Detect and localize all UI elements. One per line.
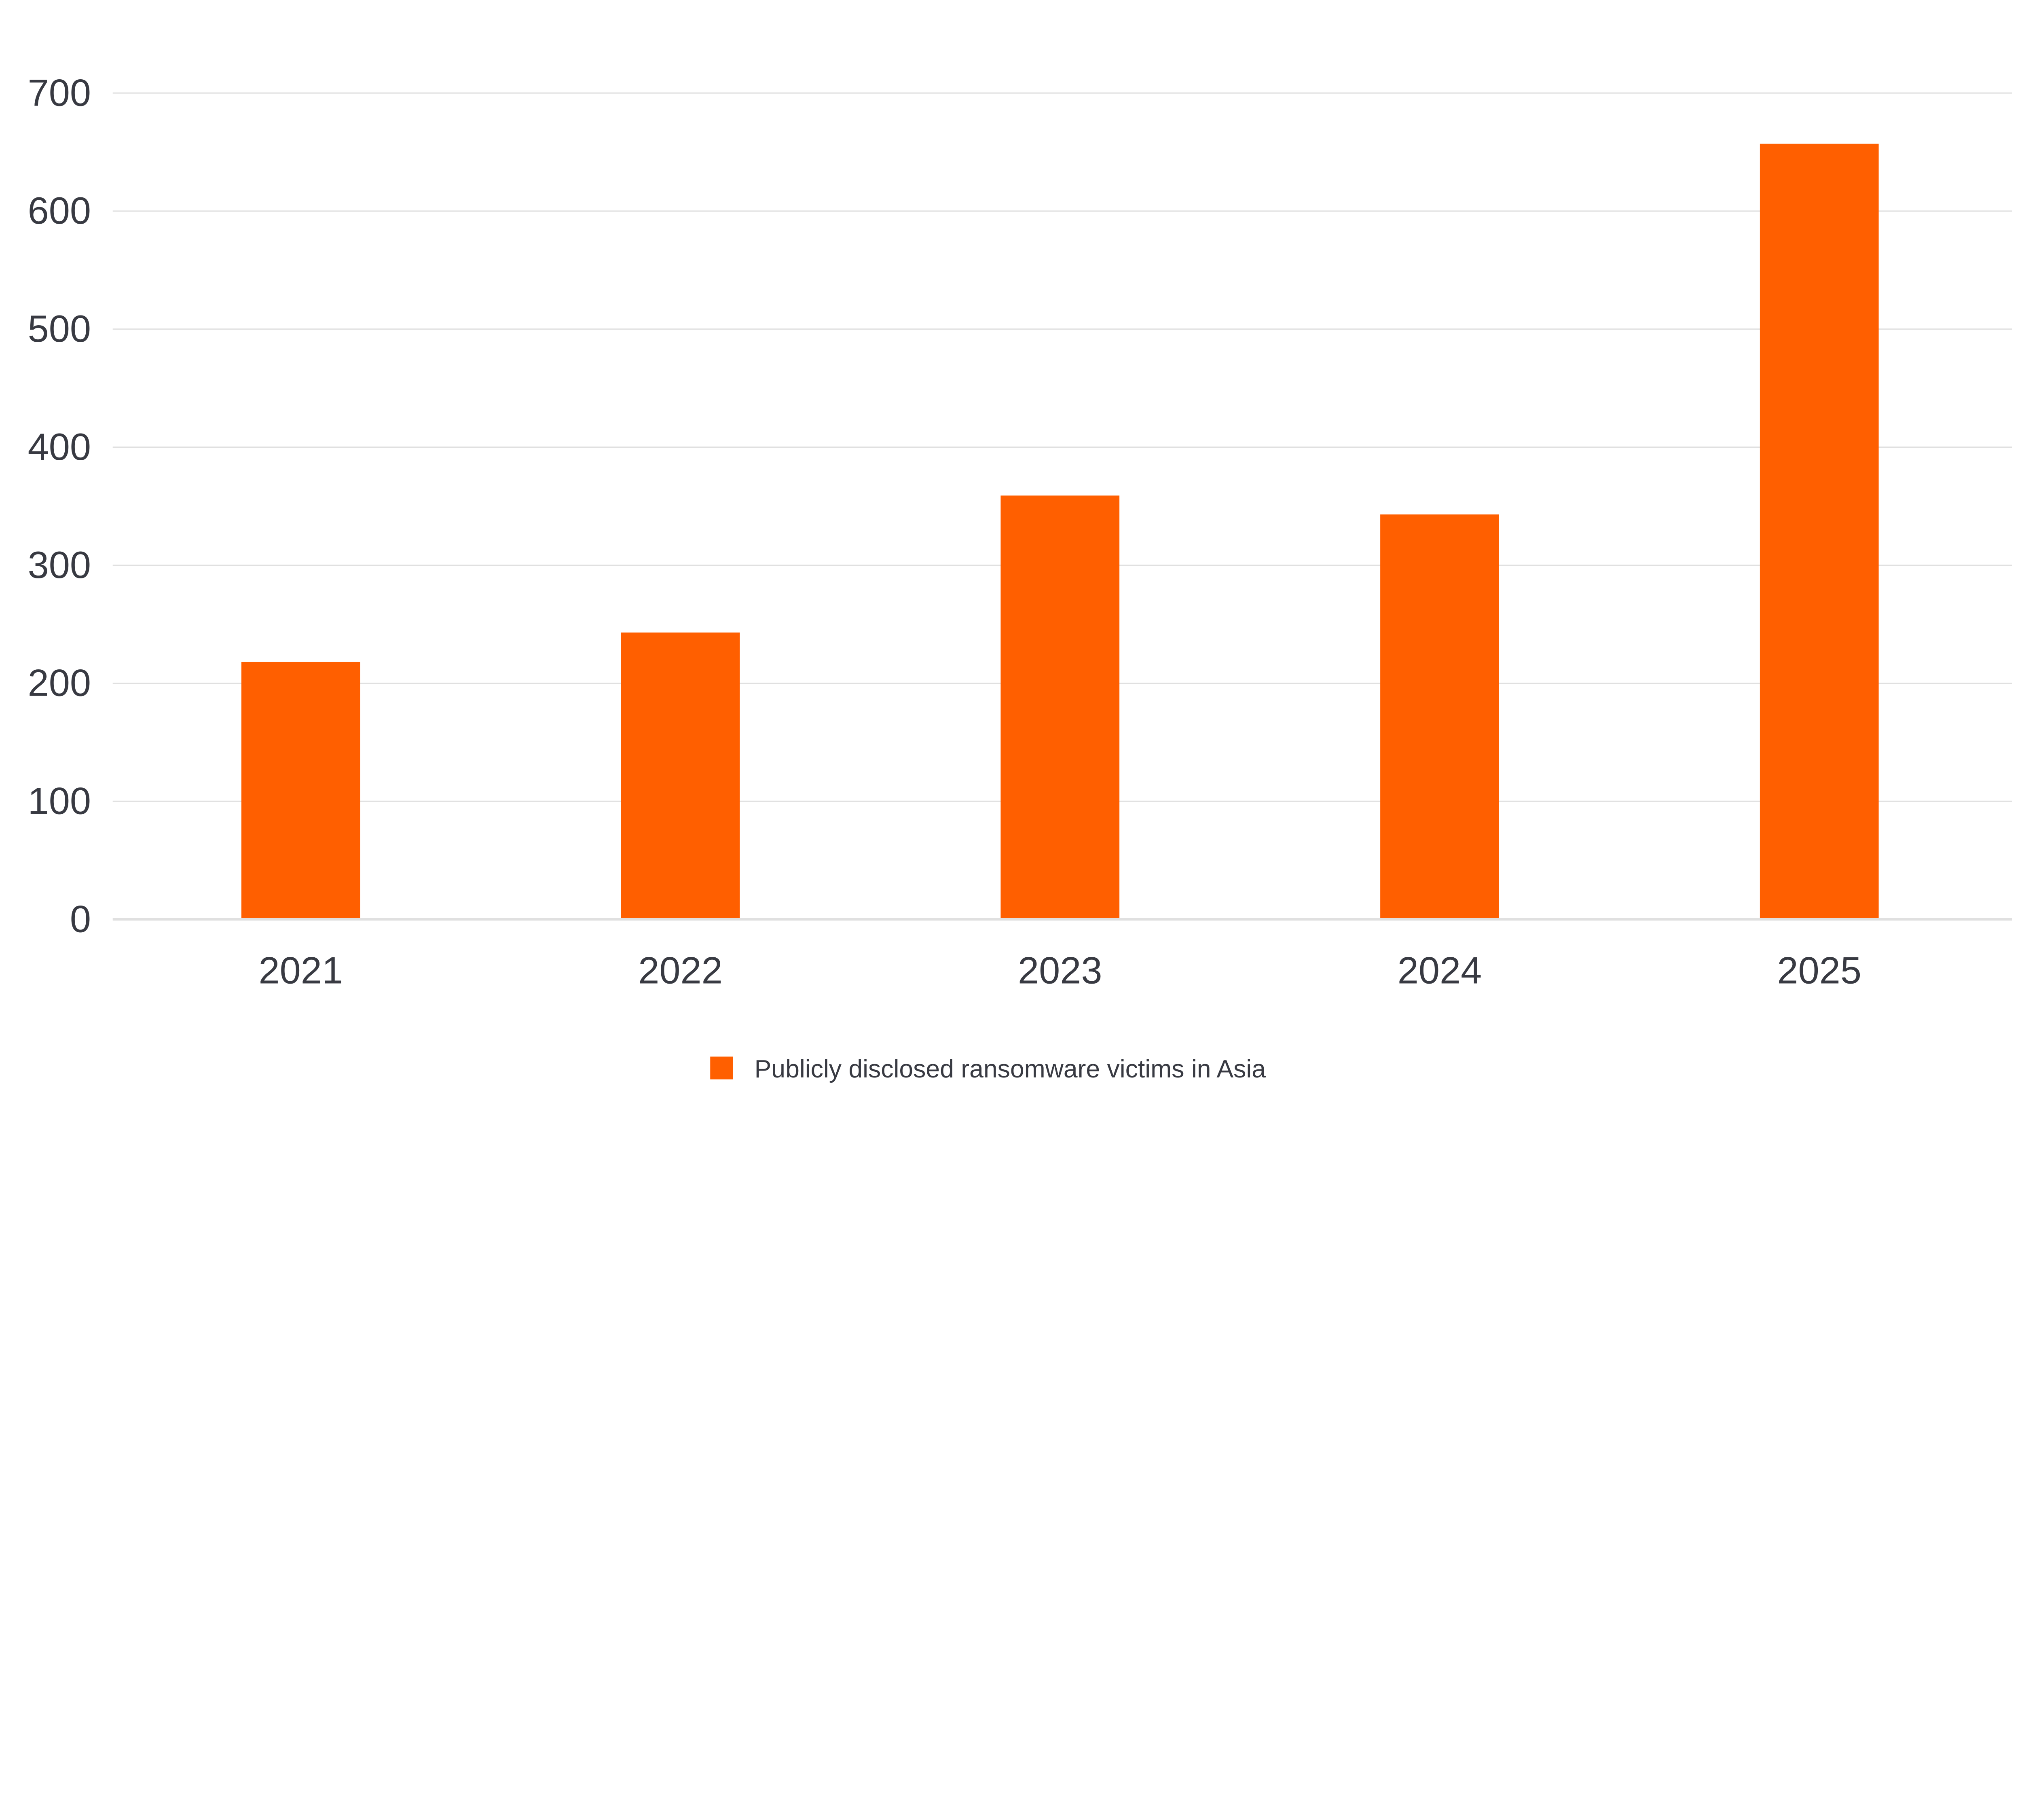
y-tick-label: 200 [28,662,91,704]
y-tick-label: 600 [28,189,91,232]
bar-2023 [1000,495,1120,920]
y-tick-label: 0 [70,897,91,940]
bar-2025 [1760,144,1879,920]
x-tick-label: 2022 [638,949,723,991]
bar-2022 [621,632,740,920]
y-axis: 0 100 200 300 400 500 600 700 [28,71,91,940]
bar-2024 [1380,514,1499,920]
y-tick-label: 300 [28,544,91,586]
y-tick-label: 400 [28,425,91,468]
legend-swatch [710,1056,733,1079]
legend-label: Publicly disclosed ransomware victims in… [755,1055,1266,1083]
x-tick-label: 2023 [1018,949,1102,991]
x-tick-label: 2024 [1398,949,1482,991]
y-tick-label: 100 [28,780,91,822]
x-axis: 2021 2022 2023 2024 2025 [258,949,1861,991]
bars [241,144,1879,920]
y-tick-label: 700 [28,71,91,114]
y-tick-label: 500 [28,307,91,350]
legend: Publicly disclosed ransomware victims in… [710,1055,1266,1083]
x-tick-label: 2021 [258,949,343,991]
x-tick-label: 2025 [1777,949,1861,991]
bar-2021 [241,662,360,920]
